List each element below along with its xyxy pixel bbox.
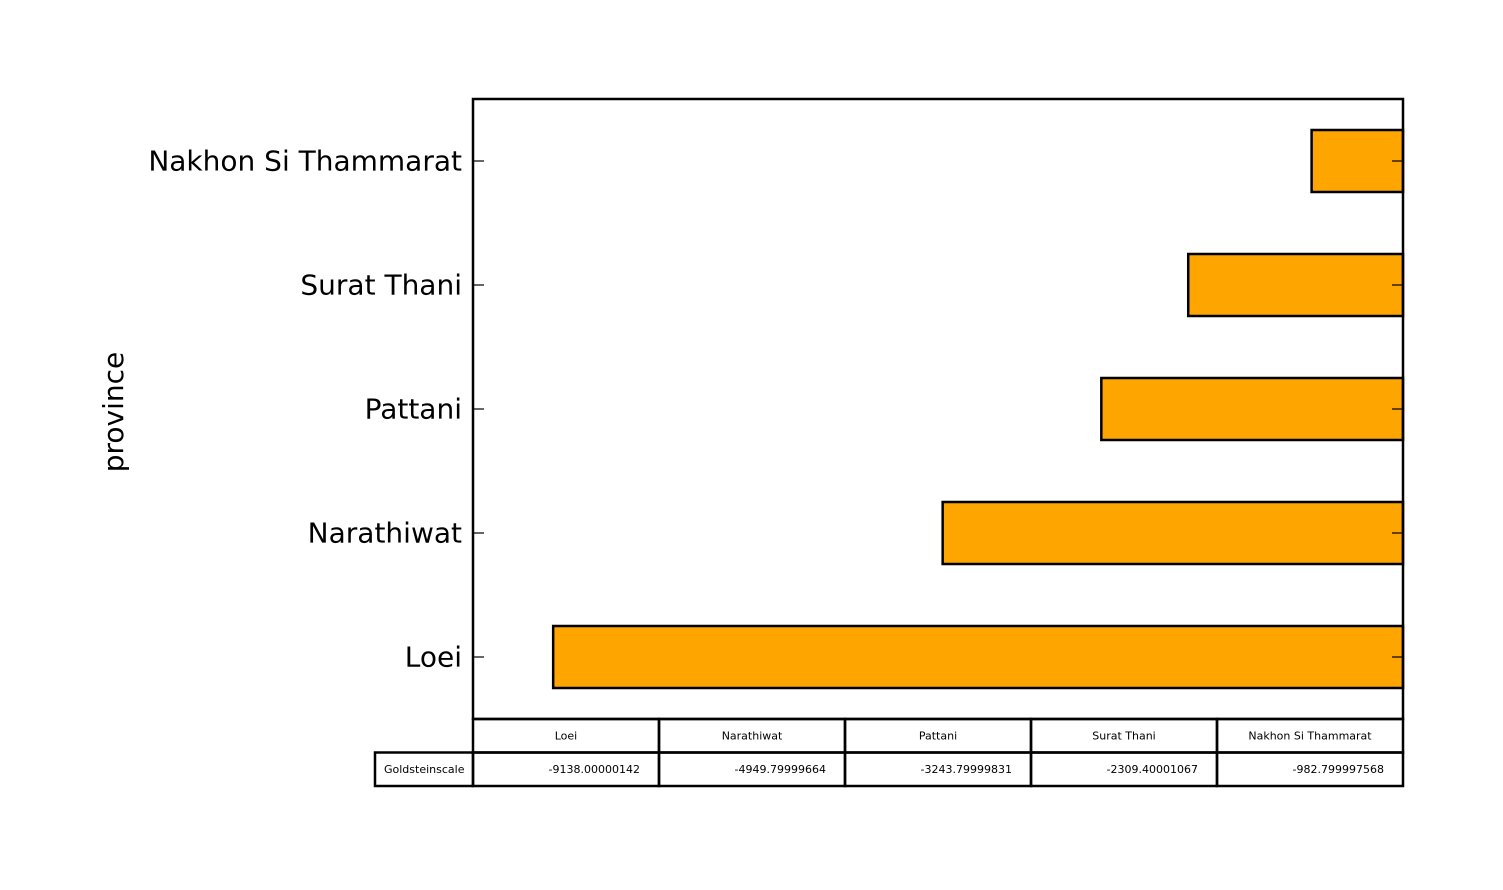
bar-nakhon-si-thammarat [1310, 128, 1405, 194]
y-tick-label: Surat Thani [300, 269, 462, 302]
table-col-header: Surat Thani [1092, 729, 1156, 742]
table-col-header: Narathiwat [722, 729, 783, 742]
table-value-cell [1215, 751, 1405, 788]
y-axis-label: province [97, 352, 130, 473]
table-value: -4949.79999664 [735, 763, 826, 776]
table-col-header: Loei [555, 729, 578, 742]
bar-narathiwat [941, 500, 1405, 566]
table-value: -982.799997568 [1293, 763, 1384, 776]
table-value: -3243.79999831 [921, 763, 1012, 776]
table-value: -9138.00000142 [549, 763, 640, 776]
table-row-label: Goldsteinscale [384, 763, 465, 776]
y-tick-label: Nakhon Si Thammarat [148, 145, 462, 178]
y-tick-label: Pattani [365, 393, 462, 426]
table-col-header: Pattani [919, 729, 957, 742]
y-tick-label: Loei [405, 641, 462, 674]
y-tick-label: Narathiwat [308, 517, 462, 550]
bar-pattani [1100, 376, 1405, 442]
bar-surat-thani [1186, 252, 1405, 318]
table-col-header: Nakhon Si Thammarat [1248, 729, 1372, 742]
bar-loei [551, 624, 1405, 690]
table-value: -2309.40001067 [1107, 763, 1198, 776]
